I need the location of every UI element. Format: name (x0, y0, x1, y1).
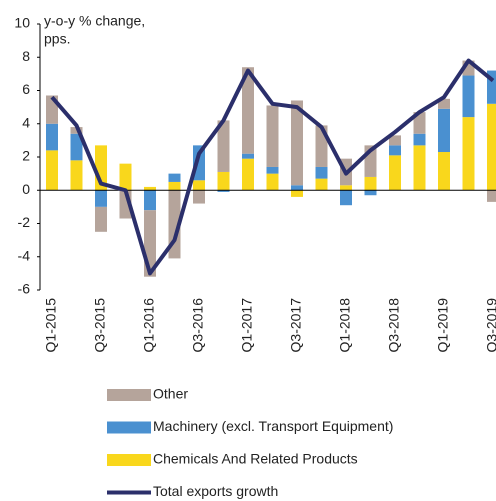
bar-segment (291, 185, 303, 191)
y-tick-label: 0 (22, 181, 30, 197)
bar-segment (291, 190, 303, 197)
bar-segment (364, 176, 377, 191)
bar-segment (46, 123, 58, 151)
bar-segment (217, 190, 230, 192)
bar-segment (462, 117, 475, 191)
total-line (50, 58, 495, 276)
bar-segment (217, 171, 230, 191)
bar-segment (413, 133, 426, 146)
y-tick-label: 8 (22, 48, 30, 64)
legend-swatch (107, 389, 151, 401)
bar-segment (119, 163, 132, 191)
bar-segment (193, 190, 205, 204)
legend-label: Chemicals And Related Products (153, 451, 358, 467)
bar-segment (291, 100, 303, 186)
y-tick-label: -2 (18, 214, 31, 230)
y-tick-label: 10 (14, 15, 30, 31)
x-tick-label: Q3-2019 (484, 298, 496, 353)
y-tick-label: 6 (22, 81, 30, 97)
x-tick-label: Q1-2019 (435, 298, 451, 353)
bar-segment (70, 160, 83, 191)
legend-label: Other (153, 386, 188, 402)
y-axis-label: pps. (44, 31, 70, 47)
legend-label: Machinery (excl. Transport Equipment) (153, 418, 393, 434)
legend-label: Total exports growth (153, 483, 278, 499)
legend-swatch (107, 421, 151, 434)
bar-segment (217, 120, 230, 172)
bar-segment (413, 145, 426, 191)
bar-segment (462, 75, 475, 118)
bar-segment (389, 135, 401, 146)
bar-segment (487, 70, 496, 104)
bar-segment (95, 206, 107, 232)
bar-segment (168, 181, 181, 191)
x-tick-label: Q1-2016 (141, 298, 157, 353)
bar-segment (242, 67, 254, 154)
bar-segment (364, 190, 377, 196)
bar-segment (46, 150, 58, 191)
bar-segment (95, 190, 107, 207)
bar-segment (242, 153, 254, 159)
x-tick-label: Q3-2015 (92, 298, 108, 353)
bar-segment (70, 133, 83, 161)
y-axis-label: y-o-y % change, (44, 13, 145, 29)
bar-segment (193, 180, 205, 191)
y-tick-label: -4 (18, 247, 31, 263)
x-tick-label: Q3-2017 (288, 298, 304, 353)
y-tick-label: 4 (22, 114, 30, 130)
bar-segment (340, 185, 352, 191)
legend-swatch (107, 454, 151, 466)
bar-segment (389, 155, 401, 191)
bar-segment (266, 105, 279, 167)
bar-segment (242, 158, 254, 191)
x-tick-label: Q1-2015 (43, 298, 59, 353)
bar-segment (315, 178, 328, 191)
bar-segment (340, 190, 352, 206)
x-tick-label: Q1-2018 (337, 298, 353, 353)
bar-segment (266, 166, 279, 174)
y-tick-label: 2 (22, 148, 30, 164)
bar-segment (438, 98, 450, 109)
bar-segment (266, 173, 279, 191)
x-tick-label: Q1-2017 (239, 298, 255, 353)
y-tick-label: -6 (18, 281, 31, 297)
x-tick-label: Q3-2018 (386, 298, 402, 353)
bar-segment (487, 103, 496, 191)
bar-segment (389, 145, 401, 156)
bar-segment (487, 190, 496, 202)
bar-segment (168, 173, 181, 182)
bar-segment (315, 166, 328, 179)
bar-segment (144, 190, 156, 211)
bar-segment (413, 112, 426, 134)
x-tick-label: Q3-2016 (190, 298, 206, 353)
bar-segment (438, 108, 450, 153)
bar-segment (144, 186, 156, 191)
bar-segment (438, 152, 450, 191)
